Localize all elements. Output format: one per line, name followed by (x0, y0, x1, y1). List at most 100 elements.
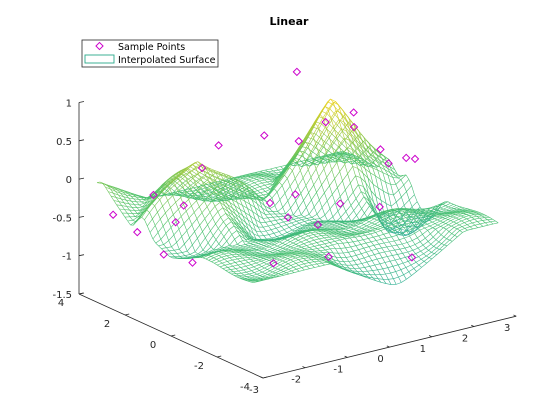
surface-mesh-segment (355, 225, 360, 228)
surface-mesh-segment (367, 276, 374, 279)
surface-mesh-segment (251, 186, 255, 189)
surface-mesh-segment (276, 254, 282, 257)
surface-mesh-segment (424, 214, 430, 218)
surface-mesh-segment (258, 279, 264, 282)
surface-mesh-segment (298, 207, 302, 215)
surface-mesh-segment (263, 225, 269, 228)
surface-mesh-segment (390, 172, 396, 177)
surface-mesh-segment (469, 226, 473, 230)
surface-mesh-segment (429, 225, 433, 228)
surface-mesh-segment (372, 184, 377, 197)
surface-mesh-segment (445, 223, 449, 226)
surface-mesh-segment (292, 253, 298, 255)
surface-mesh-segment (342, 242, 348, 244)
surface-mesh-segment (215, 193, 219, 196)
surface-mesh-segment (409, 235, 413, 241)
surface-mesh-segment (450, 202, 454, 205)
surface-mesh-segment (449, 212, 456, 214)
surface-mesh-segment (322, 109, 329, 118)
surface-mesh-segment (326, 221, 332, 224)
surface-mesh-segment (378, 153, 383, 159)
surface-mesh-segment (277, 243, 283, 247)
surface-mesh-segment (222, 187, 226, 190)
surface-mesh-segment (212, 196, 216, 199)
surface-mesh-segment (167, 200, 171, 208)
surface-mesh-segment (329, 222, 335, 225)
surface-mesh-segment (463, 212, 469, 214)
surface-mesh-segment (316, 184, 322, 193)
surface-mesh-segment (290, 263, 297, 266)
surface-mesh-segment (431, 254, 438, 260)
surface-mesh-segment (199, 192, 203, 195)
surface-mesh-segment (201, 212, 206, 219)
surface-mesh-segment (202, 224, 208, 232)
surface-mesh-segment (244, 212, 251, 217)
surface-mesh-segment (224, 183, 228, 186)
surface-mesh-segment (426, 210, 433, 213)
surface-mesh-segment (264, 205, 270, 209)
surface-mesh-segment (199, 172, 205, 176)
surface-mesh-segment (233, 271, 237, 274)
surface-mesh-segment (186, 167, 192, 172)
surface-mesh-segment (328, 257, 334, 261)
surface-mesh-segment (188, 212, 195, 219)
surface-mesh-segment (336, 147, 340, 152)
surface-mesh-segment (212, 197, 218, 202)
surface-mesh-segment (429, 220, 433, 223)
surface-mesh-segment (344, 221, 351, 224)
surface-mesh-segment (233, 192, 237, 195)
surface-mesh-segment (245, 222, 249, 230)
surface-mesh-segment (334, 236, 338, 239)
surface-mesh-segment (378, 155, 384, 160)
surface-mesh-segment (274, 267, 279, 270)
surface-mesh-segment (493, 222, 499, 225)
surface-mesh-segment (295, 216, 300, 219)
surface-mesh-segment (269, 205, 275, 209)
surface-mesh-segment (260, 231, 264, 236)
surface-mesh-segment (347, 132, 351, 137)
surface-mesh-segment (252, 211, 256, 220)
surface-mesh-segment (336, 128, 342, 137)
surface-mesh-segment (406, 242, 411, 247)
surface-mesh-segment (273, 180, 280, 188)
surface-mesh-segment (290, 259, 294, 262)
surface-mesh-segment (249, 203, 256, 208)
surface-mesh-segment (358, 140, 365, 148)
surface-mesh-segment (271, 255, 277, 259)
surface-mesh-segment (178, 229, 182, 237)
surface-mesh-segment (224, 263, 231, 266)
surface-mesh-segment (298, 216, 305, 219)
surface-mesh-segment (272, 250, 278, 253)
surface-mesh-segment (299, 222, 303, 226)
surface-mesh-segment (316, 214, 321, 219)
surface-mesh-segment (211, 261, 215, 264)
surface-mesh-segment (353, 203, 360, 211)
surface-mesh-segment (363, 139, 367, 142)
surface-mesh-segment (316, 236, 320, 240)
surface-mesh-segment (294, 224, 298, 228)
surface-mesh-segment (121, 212, 126, 218)
surface-mesh-segment (347, 166, 353, 174)
surface-mesh-segment (495, 220, 499, 224)
surface-mesh-segment (313, 116, 320, 125)
surface-mesh-segment (337, 243, 341, 249)
surface-mesh-segment (295, 200, 299, 209)
surface-mesh-segment (335, 256, 342, 258)
surface-mesh-segment (282, 243, 286, 245)
surface-mesh-segment (434, 253, 438, 255)
surface-mesh-segment (383, 191, 387, 204)
surface-mesh-segment (134, 212, 141, 217)
surface-mesh-segment (281, 253, 287, 255)
surface-mesh-segment (305, 185, 309, 193)
surface-mesh-segment (368, 218, 375, 222)
surface-mesh-segment (389, 249, 395, 252)
surface-mesh-segment (369, 264, 375, 267)
surface-mesh-segment (316, 121, 322, 125)
surface-mesh-segment (274, 182, 280, 189)
surface-mesh-segment (175, 216, 182, 222)
surface-mesh-segment (212, 172, 216, 176)
surface-mesh-segment (302, 169, 309, 179)
surface-mesh-segment (364, 213, 368, 218)
surface-mesh-segment (252, 223, 257, 232)
surface-mesh-segment (382, 172, 386, 183)
